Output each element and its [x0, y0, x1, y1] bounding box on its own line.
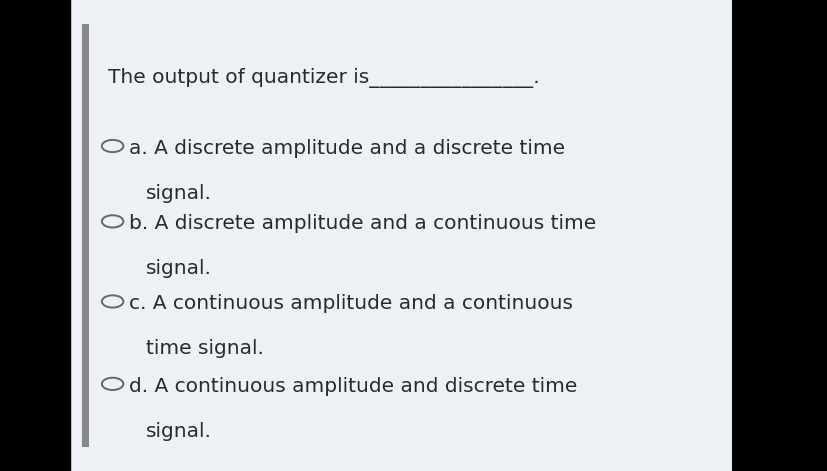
Circle shape — [102, 140, 123, 152]
Text: a. A discrete amplitude and a discrete time: a. A discrete amplitude and a discrete t… — [129, 139, 565, 158]
Circle shape — [102, 295, 123, 308]
Text: The output of quantizer is________________.: The output of quantizer is______________… — [108, 68, 539, 88]
Circle shape — [102, 378, 123, 390]
Circle shape — [102, 215, 123, 227]
FancyBboxPatch shape — [71, 0, 731, 471]
Text: signal.: signal. — [146, 422, 212, 440]
Text: signal.: signal. — [146, 184, 212, 203]
Text: time signal.: time signal. — [146, 339, 263, 358]
Text: c. A continuous amplitude and a continuous: c. A continuous amplitude and a continuo… — [129, 294, 572, 313]
Text: d. A continuous amplitude and discrete time: d. A continuous amplitude and discrete t… — [129, 377, 577, 396]
Text: b. A discrete amplitude and a continuous time: b. A discrete amplitude and a continuous… — [129, 214, 595, 233]
Bar — [82, 24, 88, 447]
Text: signal.: signal. — [146, 259, 212, 278]
